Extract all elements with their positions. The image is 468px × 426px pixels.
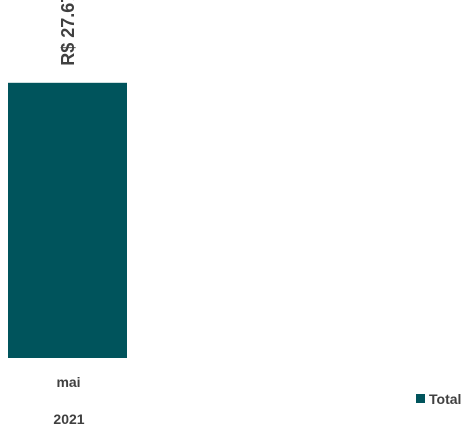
legend-swatch bbox=[416, 394, 425, 403]
legend: Total bbox=[416, 391, 461, 407]
bar-mai bbox=[8, 82, 127, 358]
data-labels-layer: R$ 27.673.217,68 bbox=[58, 0, 78, 66]
data-label-mai: R$ 27.673.217,68 bbox=[58, 0, 78, 66]
bars-layer bbox=[8, 82, 127, 358]
category-labels-layer: mai bbox=[56, 374, 80, 390]
category-label-mai: mai bbox=[56, 374, 80, 390]
legend-label-total: Total bbox=[429, 391, 461, 407]
year-group-label: 2021 bbox=[53, 411, 84, 426]
